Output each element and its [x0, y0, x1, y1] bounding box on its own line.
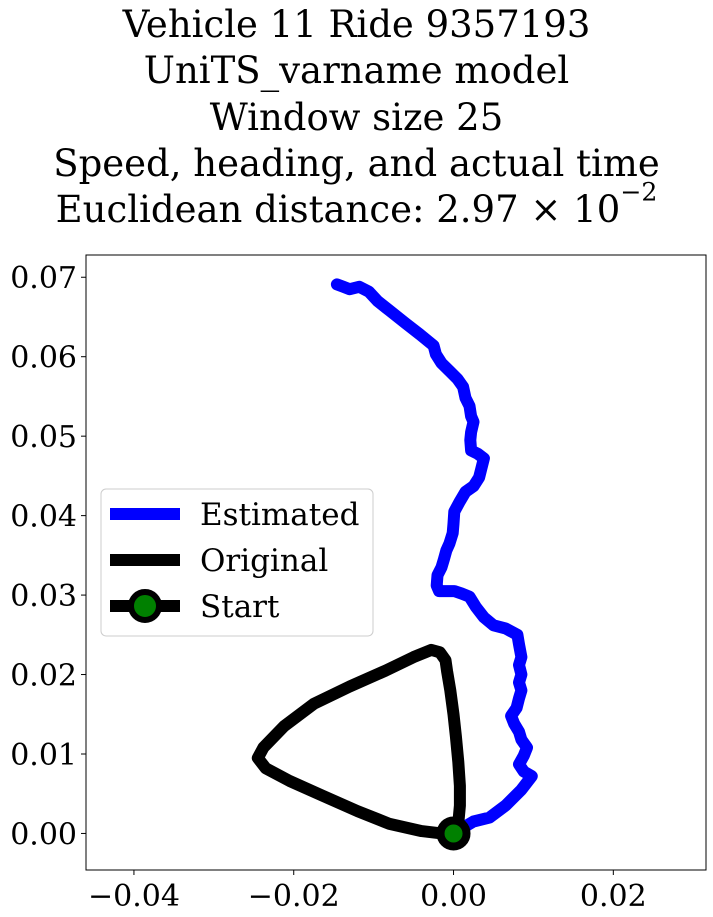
legend-label-start: Start: [200, 589, 280, 625]
title-line-5-prefix: Euclidean distance: 2.97: [55, 188, 519, 232]
y-tick-label: 0.03: [10, 579, 77, 614]
title-times-sign: ×: [530, 188, 562, 232]
y-tick-label: 0.07: [10, 261, 77, 296]
x-tick-label: 0.02: [580, 879, 647, 914]
legend: Estimated Original Start: [100, 488, 374, 637]
series-line-estimated: [330, 278, 538, 840]
legend-frame: [100, 488, 374, 637]
y-tick-label: 0.04: [10, 500, 77, 535]
y-tick-label: 0.01: [10, 738, 77, 773]
y-tick-label: 0.00: [10, 817, 77, 852]
chart-title: Vehicle 11 Ride 9357193 UniTS_varname mo…: [0, 0, 713, 233]
ticks-layer: −0.04 −0.02 0.00 0.02 0.00 0.01 0.02 0.03 0.04 0.…: [10, 261, 647, 914]
start-marker: [436, 816, 471, 851]
y-tick-label: 0.05: [10, 420, 77, 455]
x-tick-label: −0.04: [88, 879, 180, 914]
legend-label-estimated: Estimated: [200, 497, 359, 533]
y-tick-label: 0.02: [10, 659, 77, 694]
x-tick-label: 0.00: [420, 879, 487, 914]
x-tick-label: −0.02: [248, 879, 340, 914]
data-layer: [251, 278, 538, 851]
axes-frame: [85, 254, 707, 871]
title-line-1: Vehicle 11 Ride 9357193: [122, 3, 591, 46]
title-line-5: Euclidean distance: 2.97 × 10−2: [0, 180, 713, 233]
title-base: 10: [573, 188, 621, 232]
title-line-4: Speed, heading, and actual time: [53, 141, 660, 185]
title-exponent: −2: [620, 177, 658, 207]
title-line-3: Window size 25: [209, 95, 504, 139]
legend-label-original: Original: [200, 543, 328, 579]
series-line-original: [251, 643, 466, 840]
title-line-2: UniTS_varname model: [143, 49, 570, 93]
legend-marker-start: [128, 589, 162, 623]
y-tick-label: 0.06: [10, 341, 77, 376]
